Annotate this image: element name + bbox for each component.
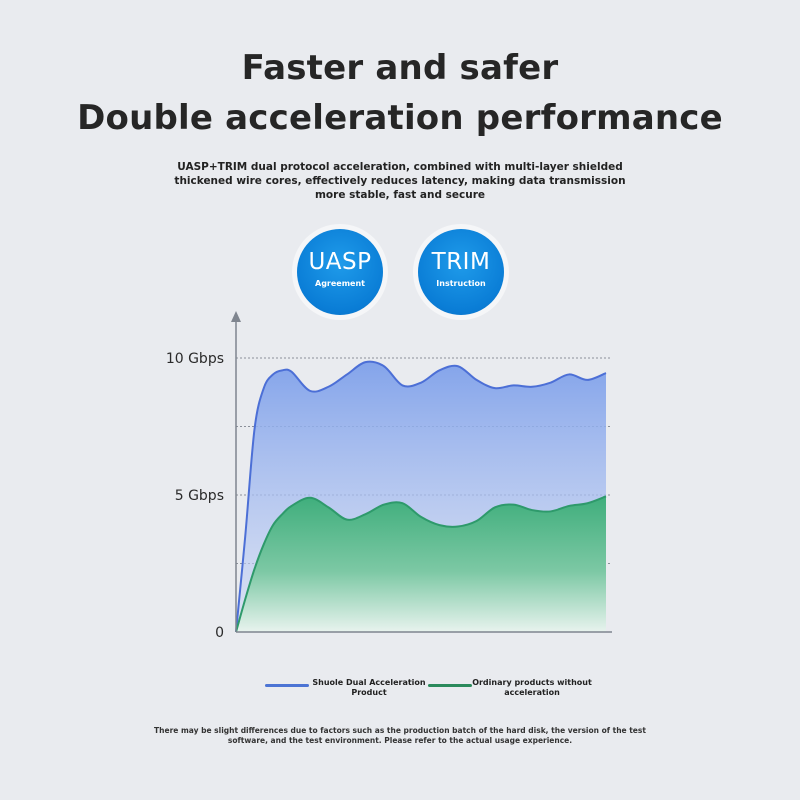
trim-badge-label: TRIM [431,249,491,275]
y-axis-arrow-icon [231,311,241,322]
speed-chart: 0 5 Gbps 10 Gbps [166,311,612,641]
headline-line-1: Faster and safer [241,48,559,88]
legend-label-1: Shuole Dual Acceleration Product [312,678,426,697]
description-text: UASP+TRIM dual protocol acceleration, co… [174,161,626,201]
y-tick-label-1: 5 Gbps [175,488,224,504]
trim-badge-sub: Instruction [436,279,486,288]
uasp-badge: UASP Agreement [297,229,383,315]
line-series-2 [235,495,607,633]
legend-swatch-blue [265,684,309,687]
legend-label-2: Ordinary products without acceleration [472,678,592,697]
trim-badge: TRIM Instruction [418,229,504,315]
area-series-2 [236,496,606,632]
footnote: There may be slight differences due to f… [154,726,646,745]
headline-line-2: Double acceleration performance [77,98,723,138]
y-tick-label-0: 0 [215,625,224,641]
uasp-badge-label: UASP [308,249,372,275]
uasp-badge-sub: Agreement [315,279,365,288]
y-tick-label-2: 10 Gbps [166,351,224,367]
legend-swatch-green [428,684,472,687]
line-series-1 [235,360,607,633]
